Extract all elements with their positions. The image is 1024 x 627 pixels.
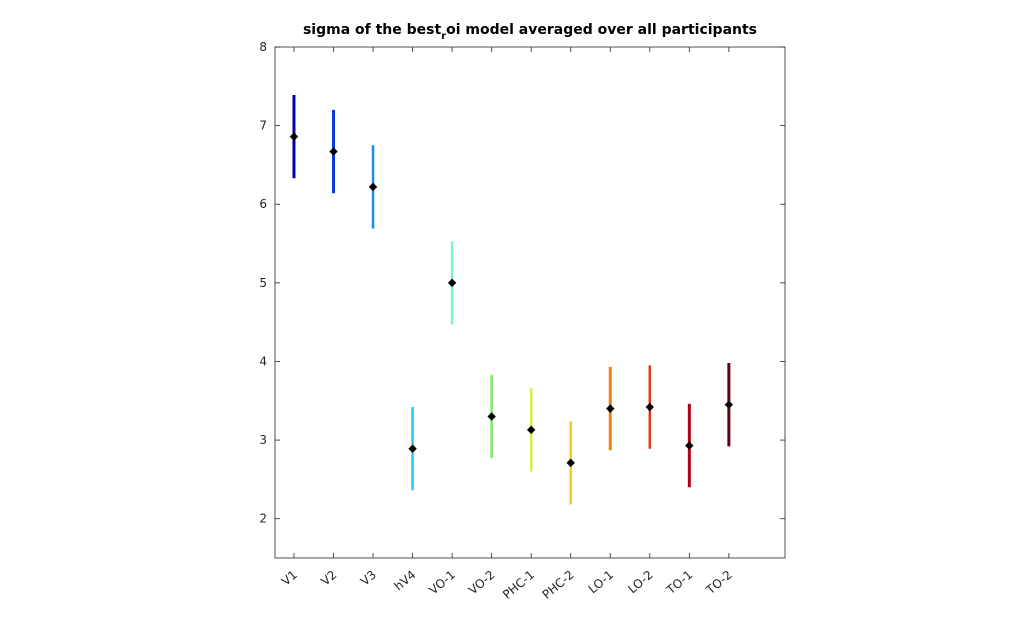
data-point: [408, 444, 417, 453]
chart-title: sigma of the bestroi model averaged over…: [303, 22, 757, 42]
x-tick-label: VO-1: [426, 568, 458, 598]
y-tick-label: 3: [259, 433, 267, 447]
data-point: [289, 132, 299, 141]
x-tick-label: TO-1: [663, 568, 695, 598]
x-tick-label: PHC-2: [540, 568, 577, 602]
data-point: [685, 441, 694, 450]
y-tick-label: 7: [259, 119, 267, 133]
y-tick-label: 2: [259, 512, 267, 526]
x-tick-label: hV4: [392, 568, 419, 594]
data-point: [487, 412, 496, 421]
y-axis: 2 3 4 5 6 7 8: [259, 40, 785, 526]
x-tick-label: PHC-1: [500, 568, 537, 602]
data-point: [566, 458, 575, 468]
data-point: [724, 400, 734, 409]
x-tick-label: V1: [279, 568, 300, 589]
data-point: [645, 402, 654, 412]
data-point: [526, 425, 536, 435]
plot-area: [274, 46, 786, 559]
y-tick-label: 8: [259, 40, 267, 54]
y-tick-label: 6: [259, 197, 267, 211]
data-point: [606, 404, 615, 413]
x-tick-label: LO-1: [586, 568, 616, 597]
error-bar-series: [289, 94, 734, 505]
y-tick-label: 4: [259, 354, 267, 368]
x-tick-label: V3: [358, 568, 379, 589]
data-point: [368, 182, 378, 192]
data-point: [329, 147, 338, 156]
data-point: [447, 278, 457, 288]
x-tick-label: LO-2: [625, 568, 655, 597]
chart-title-subscript: r: [441, 31, 446, 42]
y-tick-label: 5: [259, 276, 267, 290]
x-tick-label: TO-2: [703, 568, 735, 598]
chart-title-main: sigma of the best: [303, 22, 442, 38]
x-tick-label: VO-2: [466, 568, 498, 598]
x-tick-label: V2: [318, 568, 339, 589]
chart-title-suffix: oi model averaged over all participants: [446, 22, 757, 38]
